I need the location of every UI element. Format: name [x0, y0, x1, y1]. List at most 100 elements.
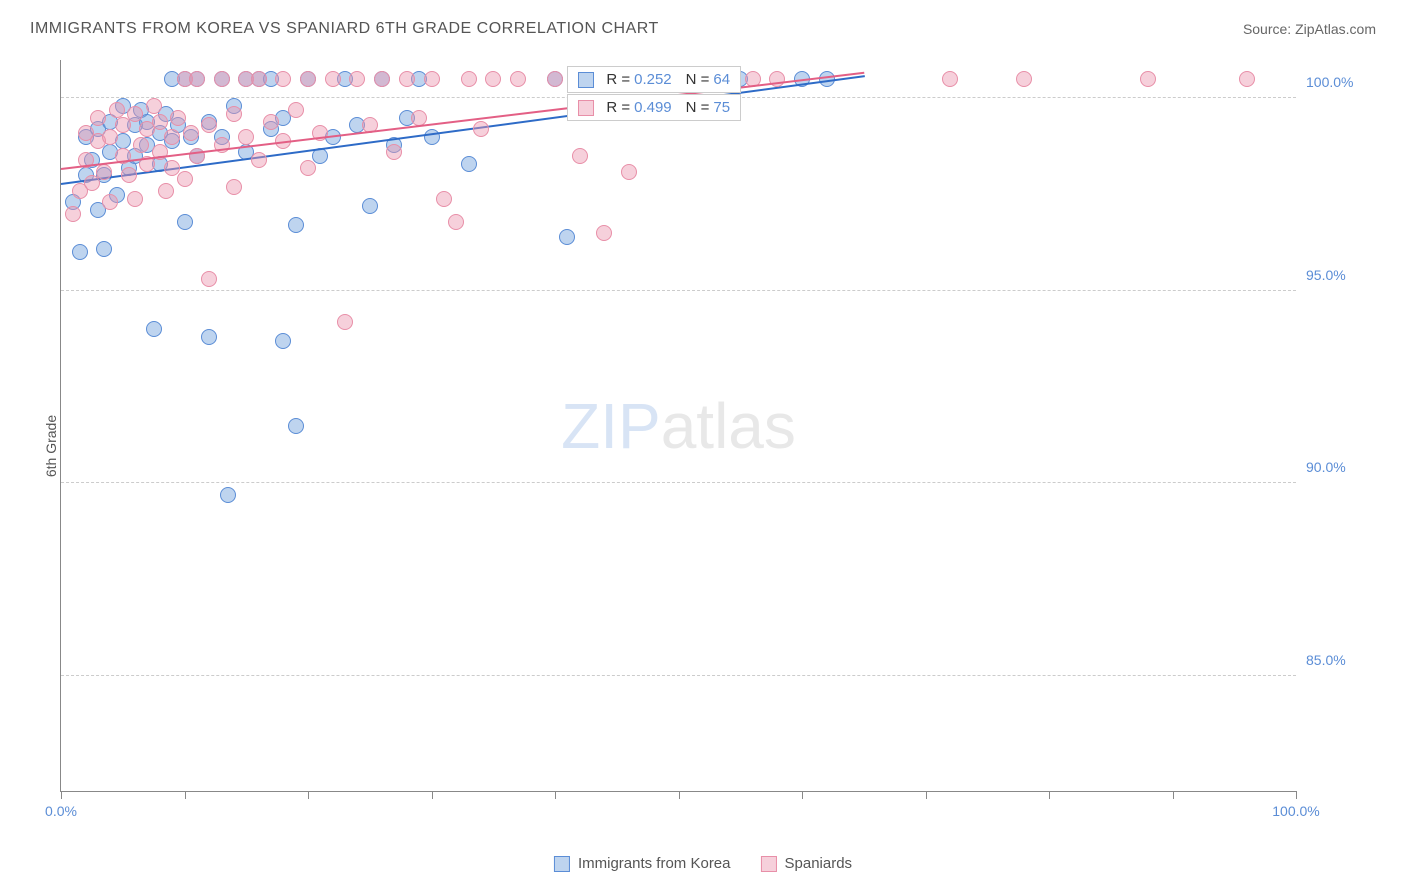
- scatter-point: [362, 198, 378, 214]
- scatter-point: [127, 191, 143, 207]
- scatter-point: [214, 71, 230, 87]
- y-tick-label: 100.0%: [1306, 74, 1366, 90]
- n-value: 64: [713, 71, 730, 88]
- scatter-point: [201, 329, 217, 345]
- legend-swatch: [578, 100, 594, 116]
- legend-item: Immigrants from Korea: [554, 855, 731, 872]
- scatter-point: [146, 321, 162, 337]
- scatter-point: [596, 225, 612, 241]
- y-axis-label: 6th Grade: [43, 415, 59, 477]
- scatter-point: [572, 148, 588, 164]
- scatter-point: [146, 98, 162, 114]
- bottom-legend: Immigrants from Korea Spaniards: [554, 855, 852, 872]
- scatter-point: [263, 114, 279, 130]
- scatter-point: [1140, 71, 1156, 87]
- scatter-point: [226, 106, 242, 122]
- watermark-zip: ZIP: [561, 390, 661, 462]
- scatter-point: [121, 167, 137, 183]
- source-label: Source: ZipAtlas.com: [1243, 21, 1376, 37]
- scatter-point: [102, 194, 118, 210]
- scatter-point: [238, 129, 254, 145]
- x-tick: [308, 791, 309, 799]
- x-tick: [555, 791, 556, 799]
- watermark: ZIPatlas: [561, 389, 796, 463]
- scatter-point: [559, 229, 575, 245]
- x-tick-label: 100.0%: [1272, 803, 1319, 819]
- x-tick: [185, 791, 186, 799]
- scatter-point: [399, 71, 415, 87]
- legend-swatch: [578, 72, 594, 88]
- scatter-point: [349, 71, 365, 87]
- scatter-point: [170, 110, 186, 126]
- scatter-point: [90, 110, 106, 126]
- watermark-atlas: atlas: [661, 390, 796, 462]
- scatter-point: [424, 129, 440, 145]
- scatter-point: [96, 241, 112, 257]
- scatter-point: [424, 71, 440, 87]
- scatter-point: [226, 179, 242, 195]
- x-tick: [61, 791, 62, 799]
- scatter-point: [386, 144, 402, 160]
- y-tick-label: 95.0%: [1306, 267, 1366, 283]
- y-tick-label: 85.0%: [1306, 652, 1366, 668]
- scatter-point: [473, 121, 489, 137]
- scatter-point: [288, 418, 304, 434]
- scatter-point: [300, 71, 316, 87]
- x-tick: [1049, 791, 1050, 799]
- x-tick: [432, 791, 433, 799]
- r-label: R =: [606, 71, 630, 88]
- scatter-point: [133, 137, 149, 153]
- scatter-point: [102, 129, 118, 145]
- scatter-point: [183, 125, 199, 141]
- scatter-point: [275, 71, 291, 87]
- scatter-point: [448, 214, 464, 230]
- scatter-point: [127, 106, 143, 122]
- chart-header: IMMIGRANTS FROM KOREA VS SPANIARD 6TH GR…: [0, 0, 1406, 48]
- scatter-point: [288, 217, 304, 233]
- scatter-point: [158, 183, 174, 199]
- n-value: 75: [713, 99, 730, 116]
- legend-stat-row: R =0.499 N =75: [567, 94, 741, 121]
- legend-label: Spaniards: [785, 855, 853, 872]
- x-tick: [679, 791, 680, 799]
- scatter-point: [115, 117, 131, 133]
- legend-item: Spaniards: [761, 855, 853, 872]
- x-tick: [1296, 791, 1297, 799]
- scatter-point: [769, 71, 785, 87]
- scatter-point: [109, 102, 125, 118]
- n-label: N =: [686, 71, 710, 88]
- scatter-point: [485, 71, 501, 87]
- scatter-point: [251, 152, 267, 168]
- scatter-point: [1239, 71, 1255, 87]
- scatter-point: [65, 206, 81, 222]
- gridline: [61, 675, 1296, 676]
- scatter-point: [164, 129, 180, 145]
- r-label: R =: [606, 99, 630, 116]
- scatter-point: [547, 71, 563, 87]
- scatter-point: [220, 487, 236, 503]
- y-tick-label: 90.0%: [1306, 459, 1366, 475]
- scatter-point: [275, 333, 291, 349]
- x-tick-label: 0.0%: [45, 803, 77, 819]
- plot-area: ZIPatlas 85.0%90.0%95.0%100.0%0.0%100.0%…: [60, 60, 1296, 792]
- scatter-point: [288, 102, 304, 118]
- scatter-point: [510, 71, 526, 87]
- scatter-point: [96, 164, 112, 180]
- scatter-point: [621, 164, 637, 180]
- scatter-point: [374, 71, 390, 87]
- legend-stat-row: R =0.252N =64: [567, 66, 741, 93]
- r-value: 0.499: [634, 99, 672, 116]
- scatter-point: [300, 160, 316, 176]
- gridline: [61, 290, 1296, 291]
- n-label: N =: [686, 99, 710, 116]
- scatter-point: [152, 114, 168, 130]
- gridline: [61, 482, 1296, 483]
- scatter-point: [177, 171, 193, 187]
- scatter-point: [942, 71, 958, 87]
- scatter-point: [337, 314, 353, 330]
- scatter-point: [325, 71, 341, 87]
- scatter-point: [189, 71, 205, 87]
- scatter-point: [436, 191, 452, 207]
- scatter-point: [201, 271, 217, 287]
- x-tick: [1173, 791, 1174, 799]
